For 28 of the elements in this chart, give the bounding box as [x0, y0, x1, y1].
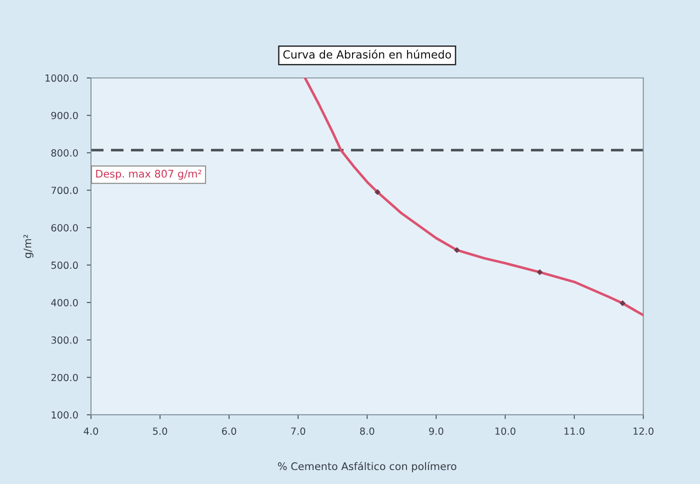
- x-tick-label: 11.0: [564, 427, 584, 435]
- y-tick-label: 500.0: [51, 262, 78, 269]
- y-tick-label: 900.0: [51, 112, 78, 120]
- point: [536, 269, 543, 276]
- x-tick-label: 7.0: [291, 427, 306, 435]
- x-tick-label: 12.0: [634, 427, 654, 435]
- y-tick-label: 1000.0: [46, 74, 78, 82]
- y-tick-label: 600.0: [51, 224, 78, 232]
- point: [374, 189, 380, 196]
- point: [454, 247, 460, 254]
- y-tick-label: 700.0: [51, 186, 78, 194]
- y-tick-label: 300.0: [51, 336, 78, 344]
- y-tick-label: 200.0: [51, 374, 78, 382]
- x-tick-label: 4.0: [84, 427, 98, 435]
- x-tick-label: 5.0: [153, 427, 168, 435]
- x-tick-label: 10.0: [495, 427, 516, 435]
- y-tick-label: 100.0: [52, 411, 78, 419]
- y-axis-title: g/m²: [23, 234, 34, 258]
- x-tick-label: 6.0: [222, 427, 236, 435]
- ref-line-label: Desp. max 807 g/m²: [96, 170, 202, 180]
- x-tick-label: 8.0: [360, 427, 374, 435]
- point: [620, 300, 626, 306]
- x-axis-title: % Cemento Asfáltico con polímero: [278, 462, 456, 472]
- y-tick-label: 400.0: [51, 298, 78, 306]
- chart-title: Curva de Abrasión en húmedo: [283, 50, 452, 59]
- x-tick-label: 9.0: [429, 427, 444, 435]
- line-series: [304, 78, 644, 316]
- y-tick-label: 800.0: [51, 149, 78, 157]
